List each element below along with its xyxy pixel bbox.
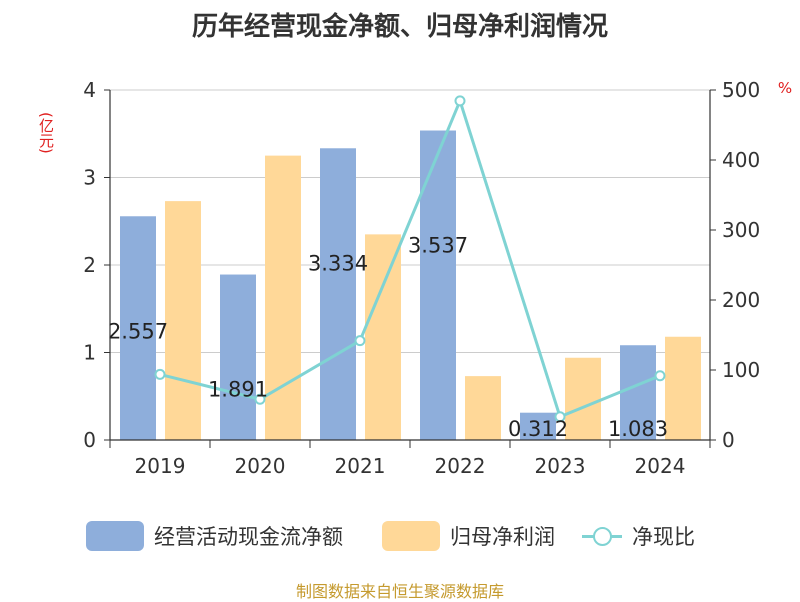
bar-profit-2019[interactable] — [165, 201, 201, 440]
x-label-2023: 2023 — [535, 454, 586, 478]
right-tick-label-2: 200 — [722, 288, 760, 312]
legend-swatch-profit — [382, 521, 440, 551]
bar-profit-2021[interactable] — [365, 234, 401, 440]
legend-item-profit[interactable]: 归母净利润 — [382, 514, 555, 558]
x-label-2020: 2020 — [235, 454, 286, 478]
left-tick-label-4: 4 — [83, 78, 96, 102]
ratio-point-2022[interactable] — [454, 95, 466, 107]
right-tick-label-0: 0 — [722, 428, 735, 452]
left-tick-label-1: 1 — [83, 341, 96, 365]
bar-cashflow-2022[interactable] — [420, 130, 456, 440]
x-label-2024: 2024 — [635, 454, 686, 478]
ratio-point-2019[interactable] — [154, 368, 166, 380]
chart-area: 0 1 2 3 4 0 100 200 300 400 500 2019 2020 2021 2022 202… — [83, 78, 760, 478]
data-label-2022: 3.537 — [408, 234, 468, 258]
x-label-2021: 2021 — [335, 454, 386, 478]
bar-cashflow-2024[interactable] — [620, 345, 656, 440]
legend-label-cashflow: 经营活动现金流净额 — [154, 525, 343, 549]
ratio-point-2020[interactable] — [254, 393, 266, 405]
legend-swatch-cashflow — [86, 521, 144, 551]
legend-label-profit: 归母净利润 — [450, 525, 555, 549]
bar-profit-2022[interactable] — [465, 376, 501, 440]
bar-cashflow-2023[interactable] — [520, 412, 556, 440]
legend: 经营活动现金流净额 归母净利润 净现比 — [0, 514, 800, 558]
data-label-2024: 1.083 — [608, 417, 668, 441]
legend-item-cashflow[interactable]: 经营活动现金流净额 — [86, 514, 343, 558]
bar-profit-2020[interactable] — [265, 155, 301, 440]
ratio-point-2023[interactable] — [554, 411, 566, 423]
right-tick-label-5: 500 — [722, 78, 760, 102]
data-label-2023: 0.312 — [508, 417, 568, 441]
x-label-2022: 2022 — [435, 454, 486, 478]
legend-swatch-ratio — [582, 521, 622, 551]
ratio-line — [159, 96, 661, 419]
data-label-2019: 2.557 — [108, 319, 168, 343]
legend-label-ratio: 净现比 — [632, 525, 695, 549]
legend-item-ratio[interactable]: 净现比 — [582, 514, 695, 558]
x-label-2019: 2019 — [135, 454, 186, 478]
right-tick-label-3: 300 — [722, 218, 760, 242]
data-label-2021: 3.334 — [308, 251, 368, 275]
bar-cashflow-2020[interactable] — [220, 274, 256, 440]
chart-title: 历年经营现金净额、归母净利润情况 — [191, 12, 608, 42]
bar-profit-2023[interactable] — [565, 357, 601, 440]
left-tick-label-2: 2 — [83, 253, 96, 277]
bar-cashflow-2021[interactable] — [320, 148, 356, 440]
data-label-2020: 1.891 — [208, 378, 268, 402]
left-tick-label-3: 3 — [83, 166, 96, 190]
bar-cashflow-2019[interactable] — [120, 216, 156, 440]
right-tick-label-4: 400 — [722, 148, 760, 172]
right-tick-label-1: 100 — [722, 358, 760, 382]
left-tick-label-0: 0 — [83, 428, 96, 452]
ratio-point-2021[interactable] — [354, 335, 366, 347]
ratio-point-2024[interactable] — [654, 370, 666, 382]
left-axis-unit: (亿元) — [37, 112, 55, 154]
source-note: 制图数据来自恒生聚源数据库 — [295, 582, 504, 601]
bar-profit-2024[interactable] — [665, 336, 701, 440]
